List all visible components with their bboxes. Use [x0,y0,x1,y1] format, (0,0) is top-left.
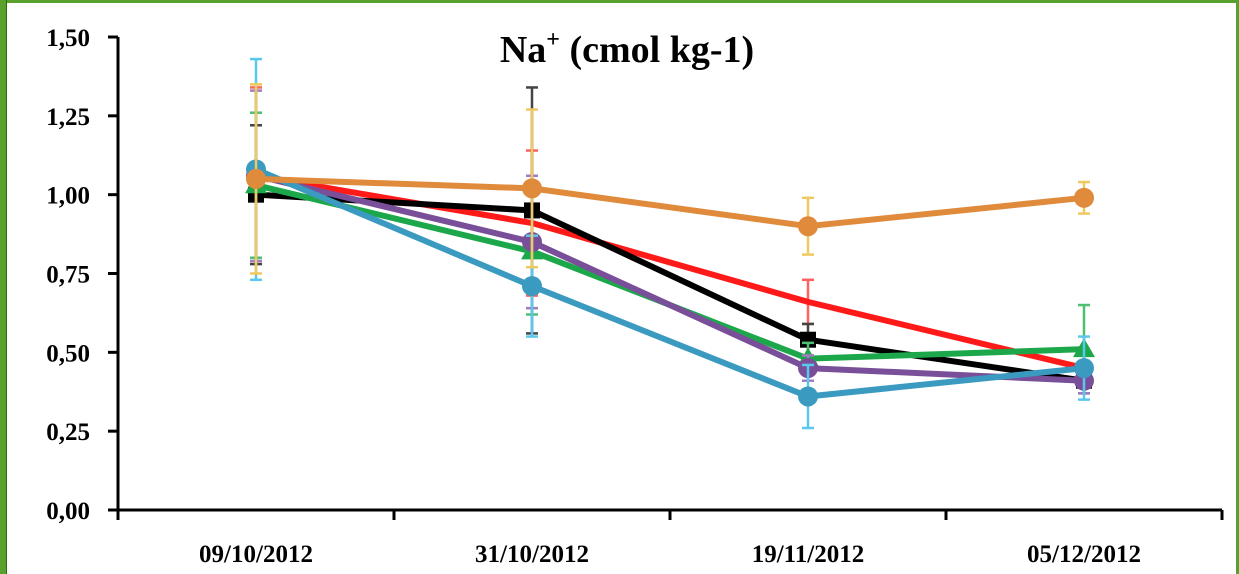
y-tick-label: 1,25 [46,104,90,131]
frame-top-border [0,0,1239,3]
y-tick-label: 0,75 [46,262,90,289]
series-line [253,172,1087,372]
x-tick-label: 09/10/2012 [199,541,313,568]
y-tick-label: 0,25 [46,419,90,446]
y-tick-label: 1,00 [46,183,90,210]
series-line [253,166,1087,400]
frame-right-border [1236,0,1239,574]
data-point-circle [1074,187,1094,208]
series-3 [245,111,1095,395]
series-5 [246,57,1094,430]
data-point-circle [798,386,818,407]
y-tick-label: 1,50 [46,25,90,52]
x-tick-label: 19/11/2012 [752,541,865,568]
chart-title-rest: (cmol kg-1) [560,29,754,71]
series-4 [246,89,1094,395]
series-group [245,57,1095,430]
frame-left-border [0,0,7,574]
series-line [253,175,1087,230]
x-tick-label: 31/10/2012 [475,541,589,568]
data-point-circle [246,168,266,189]
data-point-circle [798,216,818,237]
x-tick-label: 05/12/2012 [1027,541,1141,568]
y-tick-label: 0,50 [46,340,90,367]
y-tick-label: 0,00 [46,498,90,525]
axes-group: 0,00 0,25 0,50 0,75 1,00 1,25 1,50 09/10/2012 31… [46,25,1224,568]
data-point-circle [522,276,542,297]
data-point-circle [1074,358,1094,379]
series-2 [248,86,1092,395]
chart-title-superscript: + [546,27,560,53]
chart-title: Na+ (cmol kg-1) [500,27,754,71]
data-point-circle [522,178,542,199]
chart-title-main: Na [500,29,546,71]
series-6 [246,83,1094,275]
series-line [253,191,1087,384]
series-line [253,172,1087,384]
